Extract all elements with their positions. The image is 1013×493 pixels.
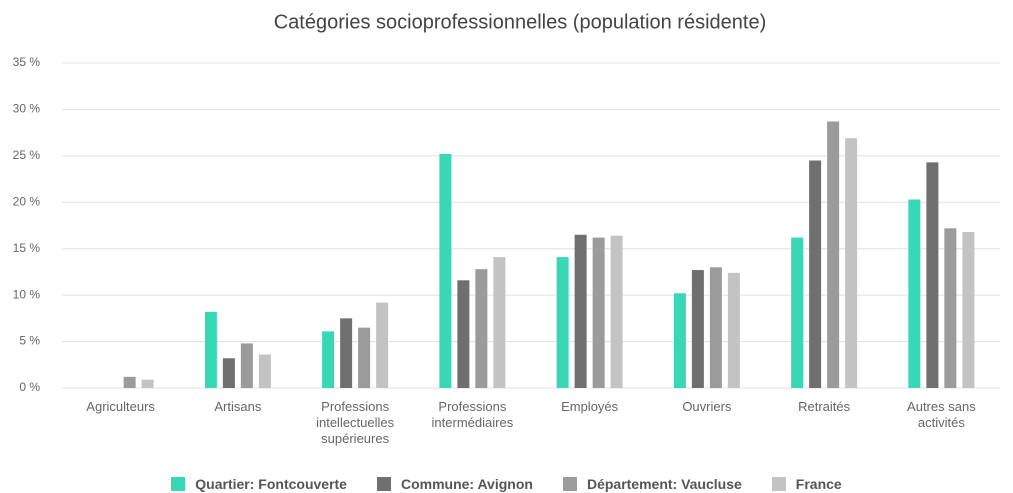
bar bbox=[610, 235, 623, 388]
legend-item: France bbox=[771, 476, 842, 492]
bar bbox=[322, 331, 335, 388]
bar bbox=[709, 267, 722, 388]
legend-label: France bbox=[795, 476, 842, 492]
y-tick-label: 20 % bbox=[13, 194, 41, 208]
y-tick-label: 30 % bbox=[13, 102, 41, 116]
x-tick-label: Employés bbox=[561, 399, 619, 414]
legend-swatch bbox=[771, 477, 786, 491]
y-tick-label: 35 % bbox=[13, 55, 41, 69]
x-tick-label: Autres sans activités bbox=[907, 399, 976, 430]
x-tick-label: Professions intermédiaires bbox=[431, 399, 514, 430]
y-tick-label: 25 % bbox=[13, 148, 41, 162]
y-tick-label: 10 % bbox=[13, 287, 41, 301]
bar bbox=[240, 343, 253, 388]
bar bbox=[908, 199, 921, 388]
legend-swatch bbox=[376, 477, 391, 491]
bar bbox=[493, 257, 506, 388]
bar bbox=[204, 311, 217, 388]
y-tick-label: 5 % bbox=[19, 334, 40, 348]
legend-swatch bbox=[562, 477, 577, 491]
chart-svg: Catégories socioprofessionnelles (popula… bbox=[13, 11, 1000, 394]
chart-title: Catégories socioprofessionnelles (popula… bbox=[274, 11, 767, 33]
bar bbox=[475, 269, 488, 388]
x-tick-label: Agriculteurs bbox=[86, 399, 155, 414]
bar bbox=[340, 318, 353, 388]
x-tick-label: Professions intellectuelles supérieures bbox=[316, 399, 395, 446]
bar bbox=[962, 232, 975, 388]
bar bbox=[827, 121, 840, 388]
legend: Quartier: Fontcouverte Commune: Avignon Dé… bbox=[0, 476, 1013, 492]
bar bbox=[845, 138, 858, 388]
bar bbox=[439, 154, 452, 388]
x-tick-label: Artisans bbox=[214, 399, 262, 414]
legend-label: Département: Vaucluse bbox=[586, 476, 742, 492]
bar bbox=[222, 358, 235, 388]
legend-item: Quartier: Fontcouverte bbox=[171, 476, 347, 492]
bar bbox=[141, 379, 154, 388]
bar bbox=[123, 376, 136, 388]
bar bbox=[358, 327, 371, 388]
bar bbox=[376, 302, 389, 388]
bar bbox=[727, 272, 740, 388]
bar bbox=[926, 162, 939, 388]
bar bbox=[673, 293, 686, 388]
bar bbox=[556, 257, 569, 388]
x-tick-label: Retraités bbox=[798, 399, 851, 414]
y-tick-label: 0 % bbox=[19, 380, 40, 394]
legend-swatch bbox=[171, 477, 186, 491]
legend-label: Commune: Avignon bbox=[400, 476, 533, 492]
bar bbox=[574, 234, 587, 388]
bar bbox=[944, 228, 957, 388]
legend-item: Commune: Avignon bbox=[376, 476, 533, 492]
bar bbox=[691, 270, 704, 388]
bar bbox=[258, 354, 271, 388]
legend-label: Quartier: Fontcouverte bbox=[195, 476, 347, 492]
legend-item: Département: Vaucluse bbox=[562, 476, 742, 492]
x-tick-label: Ouvriers bbox=[682, 399, 732, 414]
bar bbox=[809, 160, 822, 388]
bar bbox=[457, 280, 470, 388]
bar bbox=[791, 237, 804, 388]
y-tick-label: 15 % bbox=[13, 241, 41, 255]
bar bbox=[592, 237, 605, 388]
